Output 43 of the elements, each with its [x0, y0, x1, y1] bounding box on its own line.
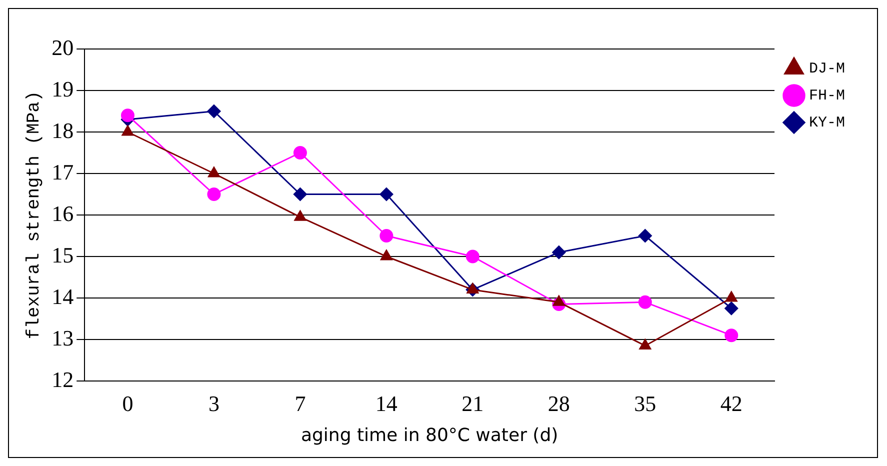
y-tick-label: 15: [52, 242, 74, 268]
y-tick-label: 17: [52, 159, 74, 184]
point: [725, 291, 738, 302]
point: [466, 282, 479, 294]
legend-label: FH-M: [808, 87, 846, 104]
point: [208, 166, 220, 178]
point: [293, 188, 307, 201]
x-tick-label: 35: [634, 390, 656, 416]
y-tick-label: 13: [52, 325, 74, 350]
point: [466, 250, 480, 264]
x-tick-label: 7: [294, 390, 306, 416]
y-tick-label: 20: [52, 34, 74, 60]
point: [638, 295, 652, 309]
point: [724, 328, 738, 342]
x-tick-label: 28: [548, 390, 570, 416]
point: [122, 125, 134, 136]
legend-label: KY-M: [808, 114, 846, 132]
legend-label: DJ-M: [808, 60, 846, 78]
y-tick-label: 12: [52, 366, 74, 392]
point: [207, 104, 221, 118]
point: [380, 188, 394, 201]
point: [380, 250, 392, 260]
x-tick-label: 21: [462, 390, 484, 416]
point: [724, 302, 738, 316]
y-tick-label: 14: [52, 284, 74, 309]
point: [638, 229, 652, 242]
point: [207, 188, 221, 201]
point: [639, 338, 652, 350]
point: [294, 210, 306, 221]
y-tick-label: 16: [52, 200, 74, 226]
point: [120, 108, 134, 122]
point: [552, 295, 565, 306]
y-tick-label: 19: [52, 76, 74, 102]
x-tick-label: 42: [720, 390, 742, 416]
x-tick-label: 3: [208, 390, 220, 416]
x-axis-title: aging time in 80°C water (d): [300, 424, 558, 446]
y-axis-title: flexural strength (MPa): [24, 90, 45, 340]
point: [552, 246, 566, 260]
point: [380, 229, 394, 242]
x-tick-label: 0: [122, 390, 134, 416]
x-tick-label: 14: [375, 390, 398, 416]
point: [293, 146, 307, 160]
y-tick-label: 18: [52, 118, 74, 143]
